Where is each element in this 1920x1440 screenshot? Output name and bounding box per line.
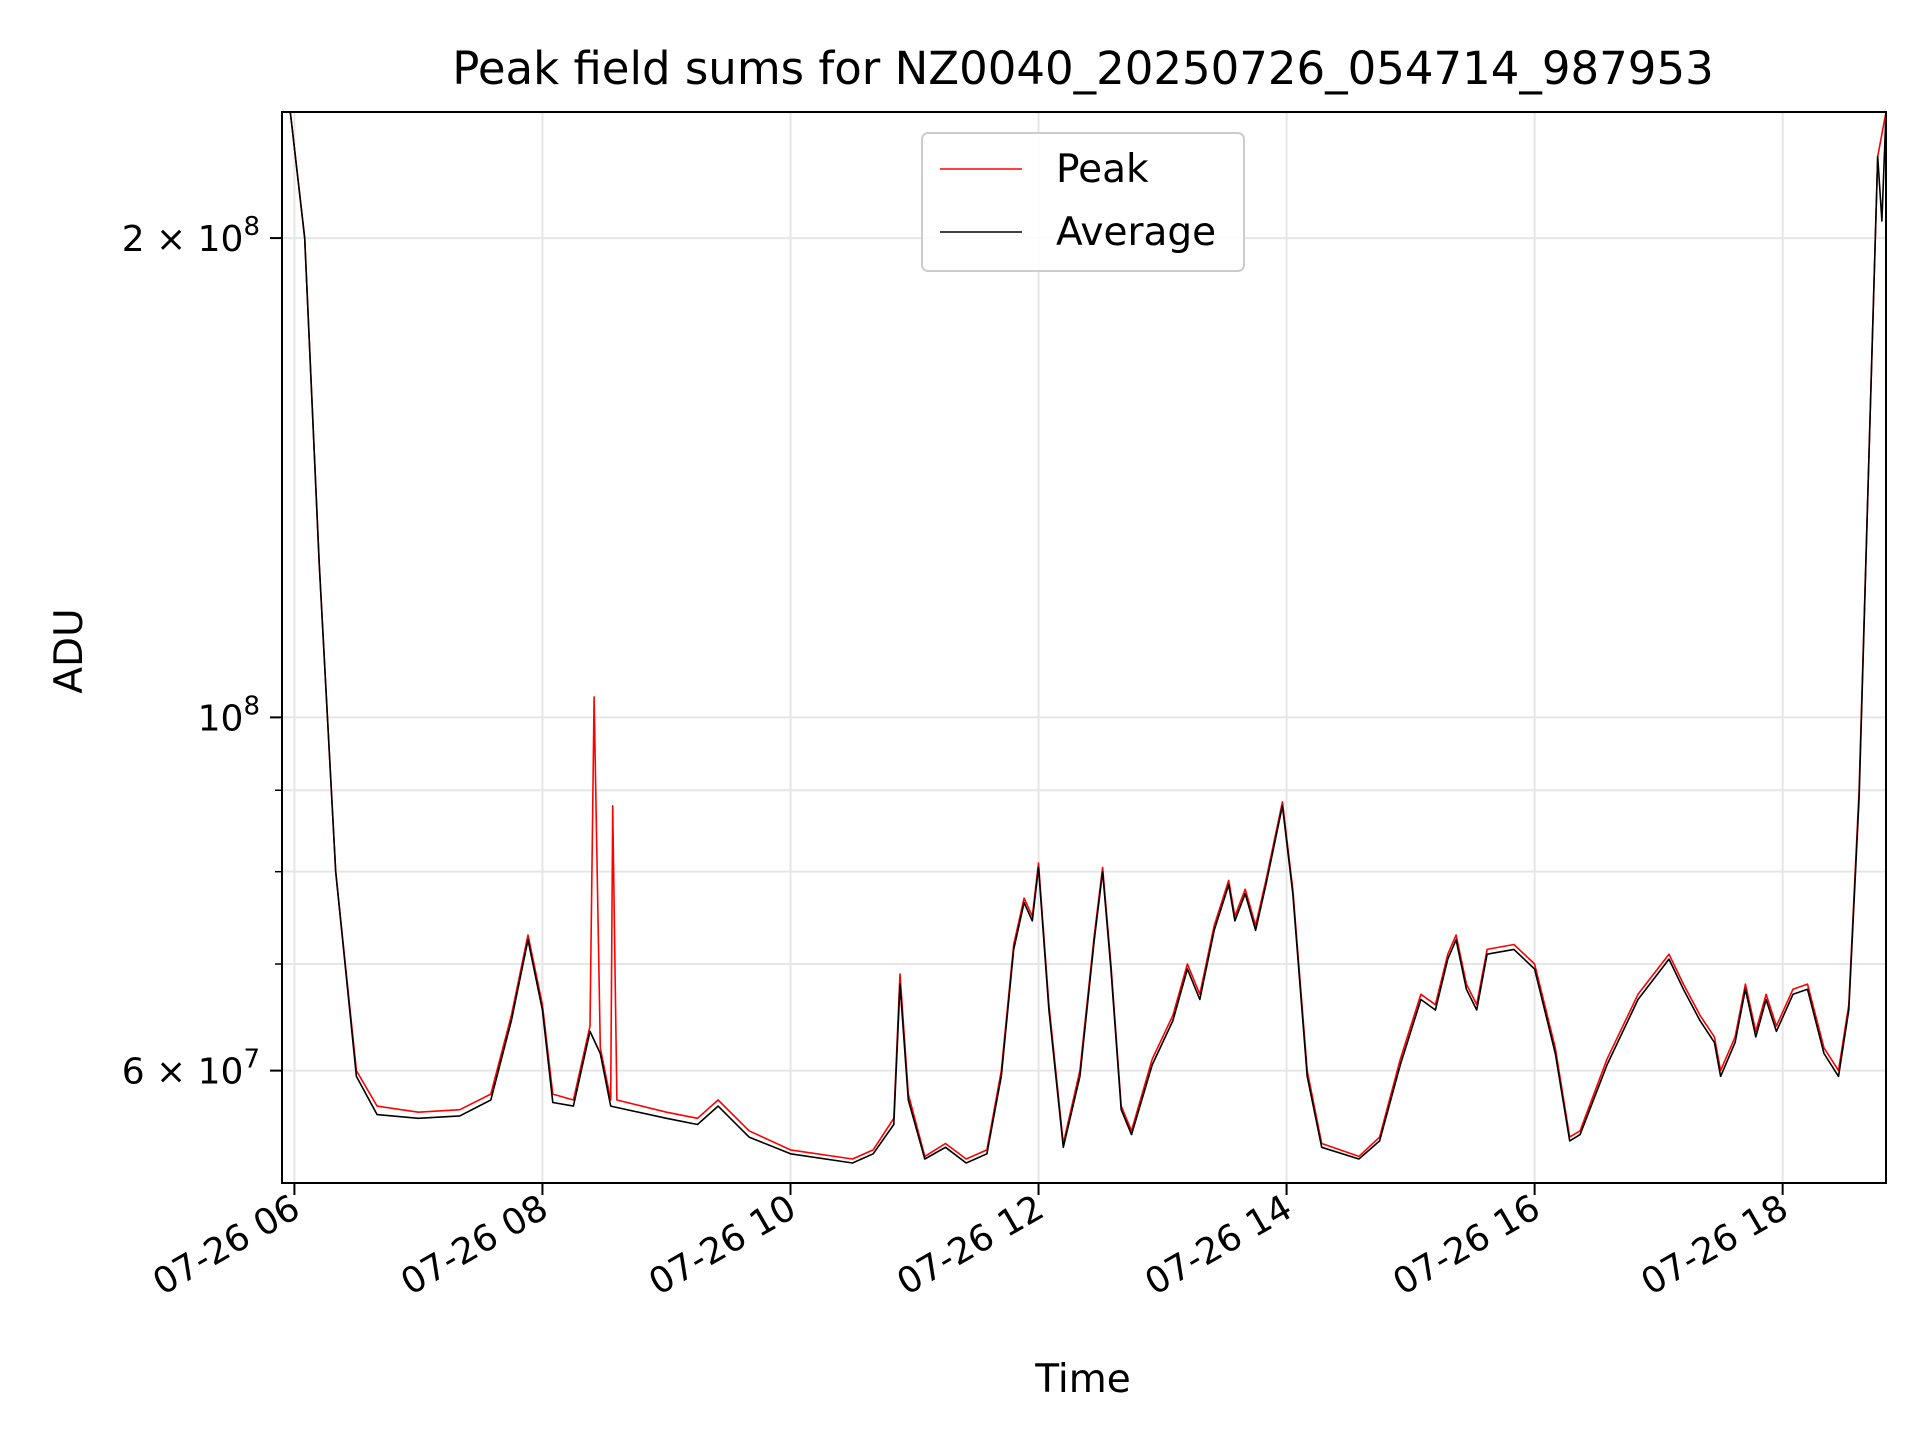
y-axis-label: ADU (47, 608, 92, 693)
chart-title: Peak field sums for NZ0040_20250726_0547… (452, 42, 1713, 95)
x-axis-label: Time (1034, 1357, 1130, 1402)
series-layer (289, 112, 1886, 1164)
series-line-average (289, 112, 1886, 1164)
series-line-peak (289, 112, 1886, 1160)
y-tick-label: 108 (198, 691, 260, 739)
legend-label-peak: Peak (1056, 147, 1149, 192)
y-tick-label: 2 × 108 (122, 212, 260, 260)
grid (282, 112, 1886, 1183)
legend-label-average: Average (1056, 210, 1216, 255)
y-tick-label: 6 × 107 (122, 1045, 260, 1093)
legend: Peak Average (921, 132, 1245, 272)
legend-box (921, 132, 1245, 272)
plot-area-frame (281, 111, 1887, 1184)
